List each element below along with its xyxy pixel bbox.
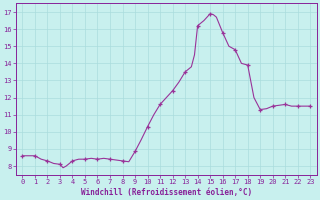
X-axis label: Windchill (Refroidissement éolien,°C): Windchill (Refroidissement éolien,°C)	[81, 188, 252, 197]
